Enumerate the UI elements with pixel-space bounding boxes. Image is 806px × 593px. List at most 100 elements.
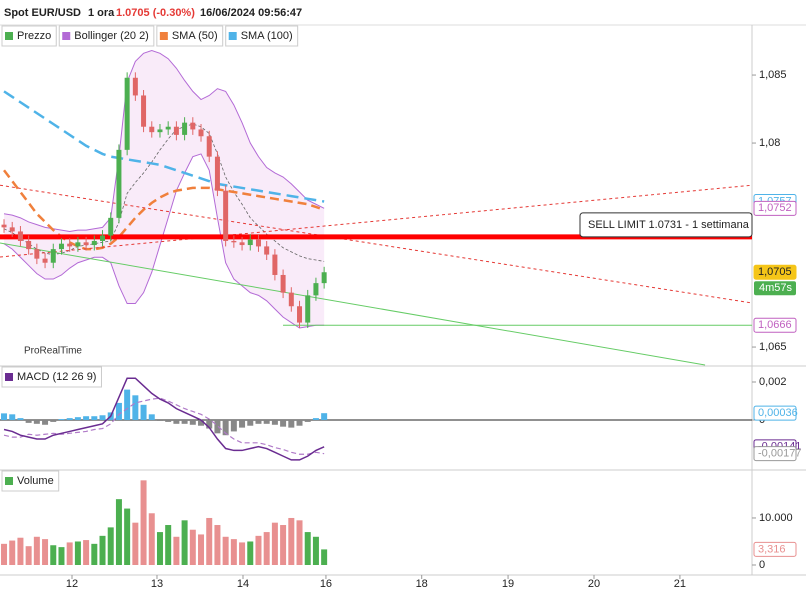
candle-body bbox=[50, 249, 56, 263]
volume-bar bbox=[91, 543, 98, 565]
macd-line bbox=[3, 377, 325, 461]
timer-label: 4m57s bbox=[759, 282, 793, 294]
price-tag-label: 1,0705 bbox=[758, 266, 792, 278]
macd-bar bbox=[165, 420, 172, 422]
macd-bar bbox=[222, 420, 229, 436]
watermark: ProRealTime bbox=[24, 346, 82, 357]
macd-bar bbox=[25, 420, 32, 423]
candle-body bbox=[305, 295, 311, 323]
macd-bar bbox=[321, 413, 328, 421]
macd-bar bbox=[206, 420, 213, 429]
volume-bar bbox=[148, 513, 155, 565]
macd-bar bbox=[312, 418, 319, 421]
legend-swatch bbox=[62, 32, 71, 40]
macd-bar bbox=[230, 420, 237, 432]
candle-body bbox=[58, 243, 64, 250]
volume-bar bbox=[50, 545, 57, 565]
macd-bar bbox=[132, 395, 139, 421]
macd-bar bbox=[50, 420, 57, 422]
volume-bar bbox=[124, 508, 131, 565]
candle-body bbox=[165, 126, 171, 130]
volume-bar bbox=[99, 535, 106, 565]
x-tick-label: 16 bbox=[320, 578, 332, 590]
candle-body bbox=[141, 95, 147, 127]
candle-body bbox=[255, 239, 261, 247]
candle-body bbox=[173, 126, 179, 135]
sma-line bbox=[3, 90, 325, 203]
price-tag bbox=[753, 317, 797, 333]
price-tag bbox=[753, 405, 797, 421]
y-tick-label: 10.000 bbox=[759, 512, 793, 524]
candle-body bbox=[223, 190, 229, 241]
volume-bar bbox=[222, 536, 229, 565]
candle-body bbox=[297, 306, 303, 323]
volume-bar bbox=[132, 522, 139, 565]
candle-body bbox=[132, 77, 138, 96]
legend-box bbox=[156, 25, 224, 47]
legend-box bbox=[1, 470, 60, 492]
legend-swatch bbox=[5, 32, 13, 40]
volume-bar bbox=[181, 520, 188, 565]
candle-body bbox=[100, 235, 106, 241]
macd-bar bbox=[124, 389, 131, 421]
legend-swatch bbox=[228, 32, 237, 40]
legend-label: SMA (50) bbox=[172, 30, 218, 42]
macd-bar bbox=[91, 416, 98, 421]
y-tick-label: 1,065 bbox=[759, 341, 787, 353]
y-tick-label: 0 bbox=[759, 559, 765, 571]
macd-bar bbox=[17, 418, 24, 421]
macd-bar bbox=[115, 402, 122, 421]
symbol: Spot EUR/USD bbox=[4, 7, 81, 19]
macd-bar bbox=[173, 420, 180, 424]
volume-bar bbox=[280, 525, 287, 565]
candle-body bbox=[116, 149, 122, 218]
volume-bar bbox=[206, 517, 213, 565]
bollinger-lower bbox=[3, 153, 325, 329]
candle-body bbox=[264, 246, 270, 255]
macd-bar bbox=[198, 420, 205, 426]
macd-bar bbox=[74, 417, 81, 421]
candle-body bbox=[149, 126, 155, 133]
volume-bar bbox=[288, 517, 295, 565]
volume-bar bbox=[230, 539, 237, 565]
candle-body bbox=[108, 217, 114, 236]
datetime: 16/06/2024 09:56:47 bbox=[200, 7, 302, 19]
legend-box bbox=[58, 25, 155, 47]
last-price: 1.0705 (-0.30%) bbox=[116, 7, 195, 19]
volume-bar bbox=[83, 540, 90, 565]
volume-bar bbox=[25, 546, 32, 565]
volume-bar bbox=[1, 543, 8, 565]
x-tick-label: 19 bbox=[502, 578, 514, 590]
candle-body bbox=[26, 240, 32, 250]
candle-body bbox=[206, 136, 212, 157]
candle-body bbox=[42, 258, 48, 263]
legend-label: SMA (100) bbox=[241, 30, 293, 42]
volume-bar bbox=[189, 529, 196, 565]
macd-bar bbox=[271, 420, 278, 425]
candle-body bbox=[239, 242, 245, 246]
candle-body bbox=[124, 77, 130, 150]
macd-bar bbox=[99, 415, 106, 421]
volume-bar bbox=[263, 532, 270, 565]
legend-label: Bollinger (20 2) bbox=[74, 30, 149, 42]
x-tick-label: 18 bbox=[416, 578, 428, 590]
legend-label: Volume bbox=[17, 475, 54, 487]
candle-body bbox=[67, 243, 73, 247]
volume-bar bbox=[304, 532, 311, 565]
volume-bar bbox=[312, 536, 319, 565]
macd-bar bbox=[214, 420, 221, 434]
price-tag-label: 1,0666 bbox=[758, 319, 792, 331]
order-box bbox=[579, 212, 753, 238]
volume-bar bbox=[173, 536, 180, 565]
trend-line bbox=[0, 184, 753, 304]
legend-swatch bbox=[159, 32, 168, 40]
volume-bar bbox=[156, 532, 163, 565]
macd-bar bbox=[140, 404, 147, 421]
x-tick-label: 21 bbox=[674, 578, 686, 590]
volume-bar bbox=[140, 480, 147, 565]
price-tag bbox=[753, 446, 797, 462]
macd-bar bbox=[239, 420, 246, 428]
volume-bar bbox=[296, 520, 303, 565]
candle-body bbox=[198, 129, 204, 137]
bollinger-upper bbox=[3, 50, 325, 232]
